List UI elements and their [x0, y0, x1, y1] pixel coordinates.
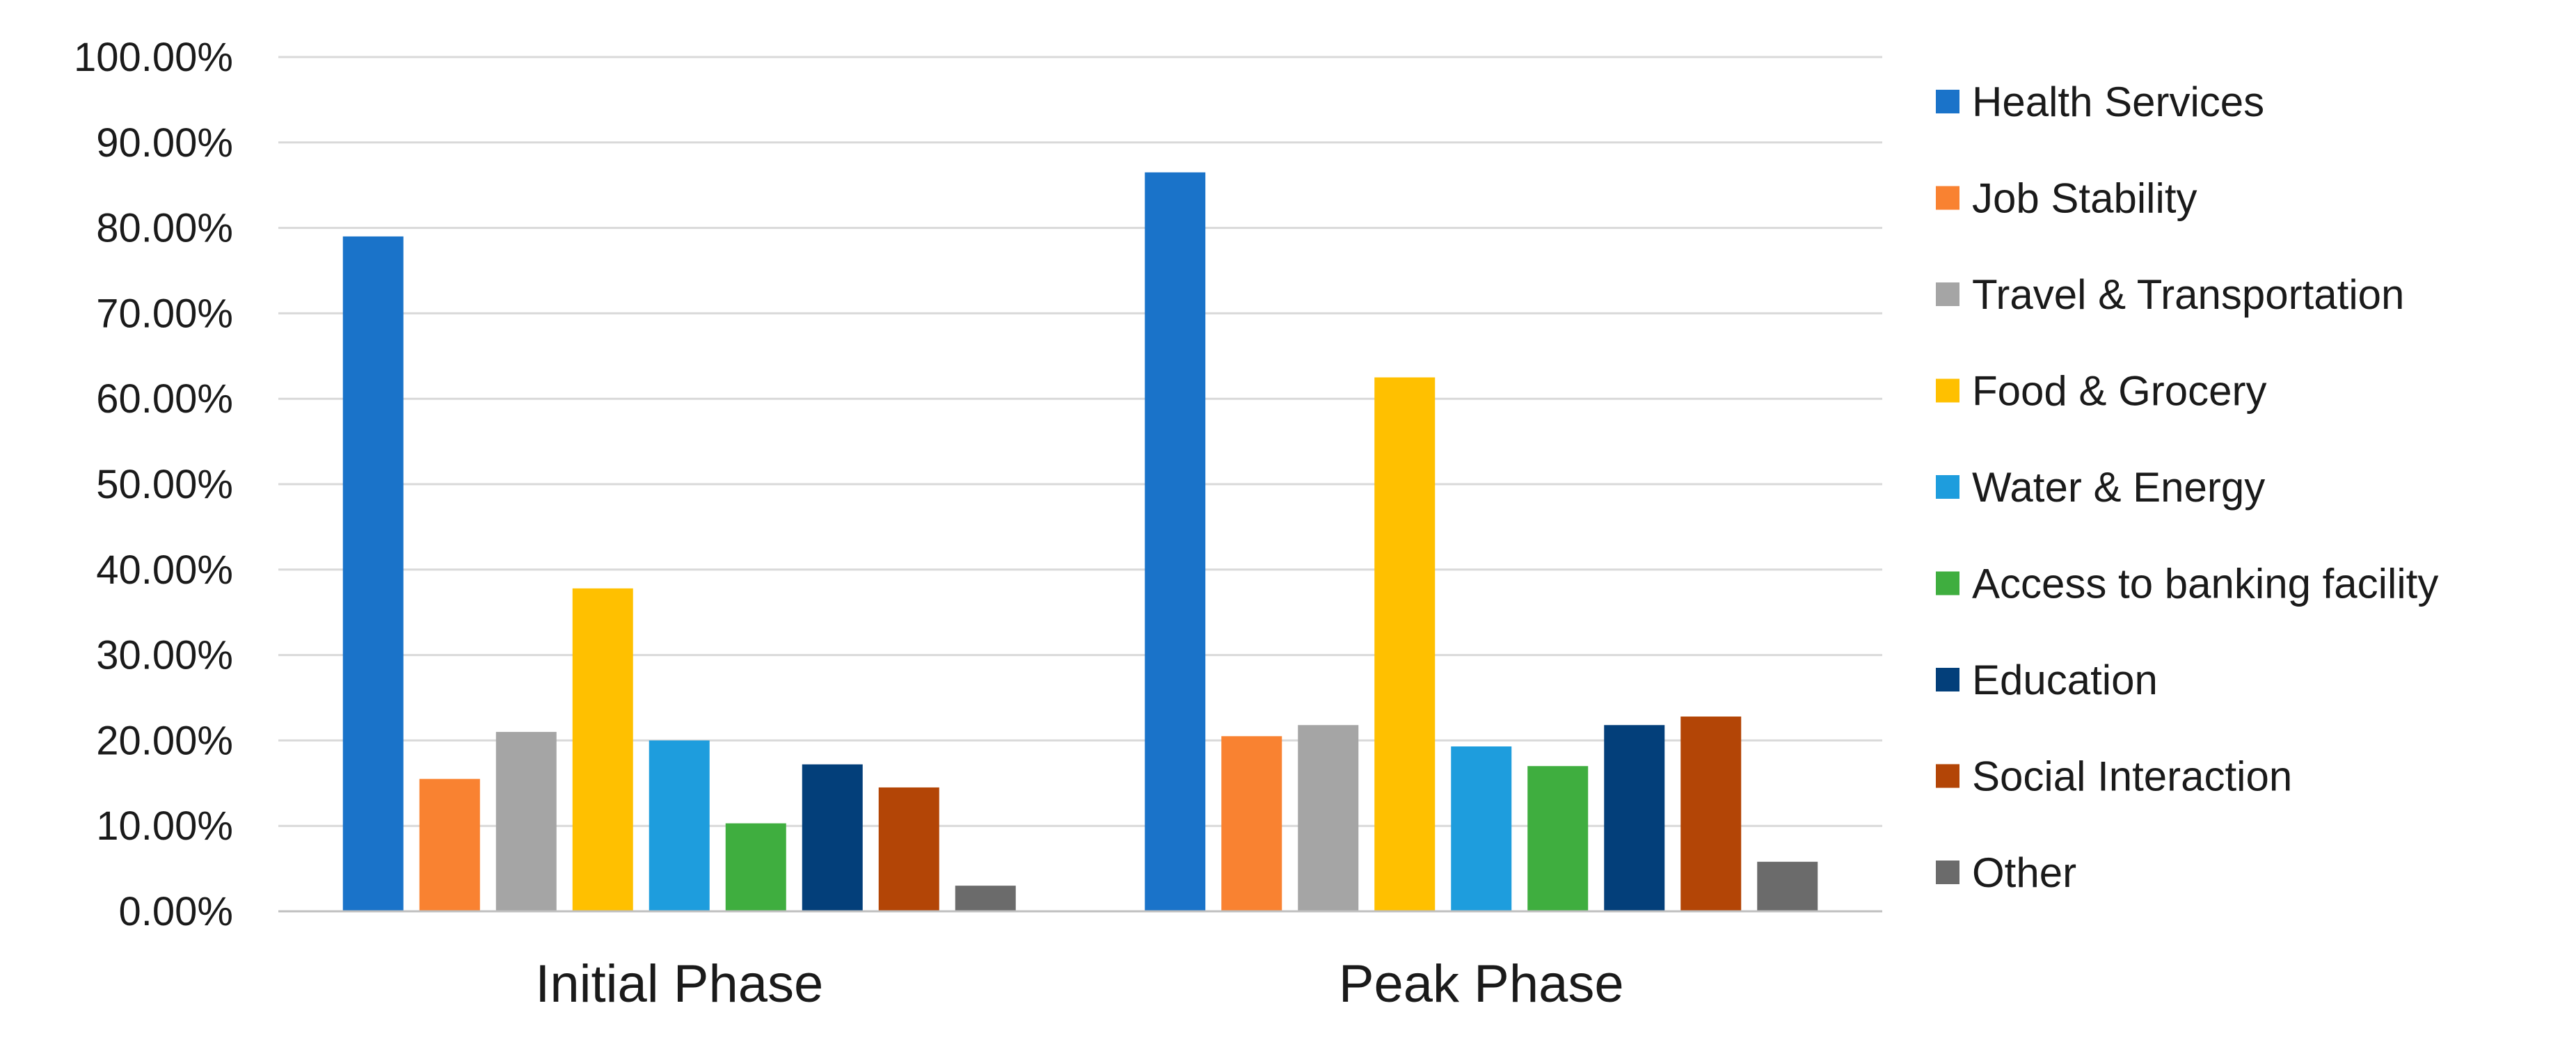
bar	[1451, 746, 1512, 911]
gridlines	[278, 56, 1882, 827]
legend-label: Health Services	[1972, 79, 2264, 125]
y-tick-label: 0.00%	[119, 889, 233, 934]
bar	[1680, 717, 1742, 911]
bar	[419, 778, 480, 911]
x-category-label: Peak Phase	[1339, 954, 1624, 1014]
y-tick-label: 60.00%	[96, 376, 233, 422]
legend-swatch	[1936, 668, 1959, 691]
bar	[802, 764, 863, 911]
bars	[342, 172, 1818, 911]
y-tick-label: 90.00%	[96, 120, 233, 166]
x-category-label: Initial Phase	[535, 954, 823, 1014]
legend-swatch	[1936, 764, 1959, 788]
legend-label: Food & Grocery	[1972, 368, 2267, 415]
bar	[1374, 377, 1436, 911]
legend-swatch	[1936, 475, 1959, 499]
y-tick-label: 100.00%	[74, 35, 233, 80]
bar	[1604, 725, 1665, 911]
y-axis-tick-labels: 0.00% 10.00% 20.00% 30.00% 40.00% 50.00% 60.00…	[74, 35, 233, 934]
bar	[1527, 766, 1589, 911]
legend-swatch	[1936, 90, 1959, 113]
bar	[955, 886, 1016, 911]
legend-label: Water & Energy	[1972, 464, 2265, 511]
y-tick-label: 20.00%	[96, 718, 233, 763]
legend-label: Job Stability	[1972, 175, 2197, 222]
bar	[1221, 736, 1282, 911]
legend: Health Services Job Stability Travel & Tra…	[1936, 79, 2438, 896]
bar	[1298, 725, 1359, 911]
legend-label: Education	[1972, 657, 2158, 703]
y-tick-label: 40.00%	[96, 547, 233, 593]
x-axis-category-labels: Initial Phase Peak Phase	[535, 954, 1623, 1014]
legend-swatch	[1936, 186, 1959, 210]
y-tick-label: 10.00%	[96, 803, 233, 849]
legend-swatch	[1936, 378, 1959, 403]
bar	[1145, 172, 1206, 911]
legend-label: Access to banking facility	[1972, 561, 2438, 607]
bar	[725, 823, 786, 911]
legend-label: Social Interaction	[1972, 753, 2292, 800]
legend-swatch	[1936, 861, 1959, 884]
bar	[649, 740, 710, 911]
bar	[342, 236, 404, 911]
legend-swatch	[1936, 571, 1959, 595]
y-tick-label: 50.00%	[96, 462, 233, 507]
legend-label: Travel & Transportation	[1972, 271, 2404, 318]
bar	[572, 588, 633, 911]
bar	[495, 732, 557, 911]
y-tick-label: 30.00%	[96, 633, 233, 678]
legend-label: Other	[1972, 849, 2076, 896]
y-tick-label: 70.00%	[96, 291, 233, 336]
y-tick-label: 80.00%	[96, 206, 233, 251]
bar	[1757, 861, 1818, 911]
legend-swatch	[1936, 282, 1959, 306]
bar	[878, 787, 939, 911]
